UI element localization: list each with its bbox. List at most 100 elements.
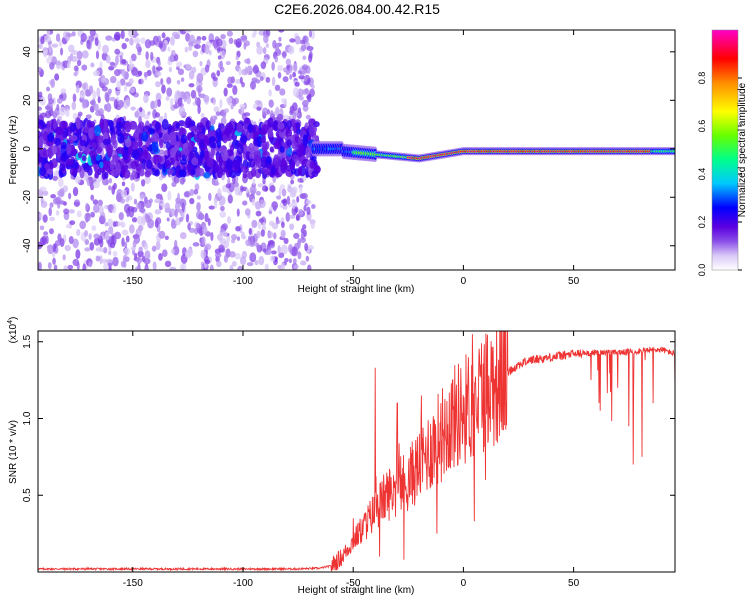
heatmap-cell [170, 49, 176, 57]
heatmap-cell [157, 60, 161, 67]
heatmap-cell [125, 97, 130, 107]
heatmap-cell [75, 117, 81, 130]
heatmap-cell [256, 45, 264, 55]
heatmap-cell [185, 116, 192, 129]
heatmap-cell [70, 134, 78, 142]
heatmap-cell [274, 84, 281, 92]
heatmap-cell [88, 233, 92, 240]
heatmap-cell [193, 189, 199, 195]
heatmap-cell [308, 124, 315, 136]
heatmap-cell [88, 127, 94, 140]
heatmap-cell [156, 99, 162, 107]
heatmap-cell [238, 67, 242, 77]
heatmap-cell [52, 243, 57, 253]
heatmap-cell [236, 208, 240, 217]
heatmap-cell [166, 217, 170, 222]
heatmap-cell [99, 255, 103, 265]
heatmap-cell [201, 225, 208, 235]
heatmap-cell [162, 249, 168, 257]
heatmap-cell [171, 218, 175, 226]
heatmap-cell [58, 39, 63, 47]
heatmap-cell [297, 177, 303, 183]
heatmap-cell [75, 84, 80, 94]
heatmap-cell [200, 113, 205, 119]
heatmap-cell [90, 194, 95, 201]
heatmap-cell [267, 240, 275, 245]
heatmap-cell [217, 55, 222, 60]
heatmap-cell [203, 135, 210, 147]
heatmap-cell [304, 122, 309, 129]
heatmap-cell [220, 149, 229, 161]
heatmap-cell [183, 191, 190, 198]
heatmap-cell [225, 61, 231, 66]
heatmap-cell [122, 149, 129, 160]
heatmap-cell [197, 105, 201, 115]
heatmap-cell [258, 218, 265, 223]
spectrogram-y-ticks: -40 -20 0 20 40 [22, 46, 675, 253]
heatmap-cell [54, 138, 61, 146]
heatmap-cell [95, 110, 103, 117]
heatmap-cell [88, 261, 93, 268]
heatmap-cell [172, 104, 180, 109]
heatmap-cell [38, 138, 44, 148]
heatmap-cell [139, 106, 143, 113]
heatmap-cell [145, 51, 149, 60]
heatmap-cell [295, 121, 301, 130]
heatmap-cell [294, 206, 299, 213]
heatmap-cell [271, 76, 276, 87]
heatmap-cell [220, 205, 225, 212]
heatmap-cell [250, 167, 257, 177]
heatmap-cell [76, 210, 82, 218]
heatmap-cell [104, 104, 108, 112]
heatmap-cell [68, 235, 74, 245]
heatmap-cell [119, 78, 126, 86]
heatmap-cell [142, 149, 149, 160]
colorbar-gradient [711, 29, 739, 271]
heatmap-cell [205, 119, 211, 130]
heatmap-cell [297, 166, 303, 177]
heatmap-cell [113, 31, 121, 41]
heatmap-cell [298, 75, 305, 80]
snr-x-tick-label: 50 [568, 578, 580, 589]
heatmap-cell [52, 257, 56, 265]
heatmap-cell [64, 244, 71, 252]
heatmap-cell [213, 198, 218, 209]
heatmap-cell [63, 265, 68, 270]
heatmap-cell [188, 227, 196, 233]
heatmap-cell [298, 208, 304, 216]
heatmap-cell [143, 93, 149, 104]
heatmap-cell [245, 151, 251, 161]
heatmap-cell [227, 177, 231, 185]
heatmap-cell [165, 95, 170, 101]
heatmap-cell [281, 221, 285, 229]
heatmap-cell [108, 177, 112, 184]
heatmap-cell [255, 242, 260, 248]
heatmap-cell [55, 33, 61, 42]
heatmap-cell [221, 231, 228, 237]
heatmap-cell [257, 183, 263, 188]
heatmap-cell [199, 213, 205, 221]
colorbar-tick-label: 0.8 [697, 72, 707, 85]
heatmap-cell [254, 260, 259, 266]
heatmap-cell [216, 260, 222, 268]
heatmap-cell [223, 87, 228, 97]
heatmap-cell [196, 72, 204, 83]
heatmap-cell [264, 186, 269, 192]
heatmap-cell [98, 215, 105, 225]
heatmap-cell [154, 155, 163, 163]
heatmap-cell [104, 171, 109, 179]
snr-y-tick-label: 0.5 [22, 488, 33, 502]
heatmap-cell [88, 85, 94, 95]
heatmap-cell [41, 235, 47, 246]
colorbar-tick-label: 0.2 [697, 216, 707, 229]
snr-y-axis-label: SNR (10 * v/v) [8, 420, 19, 484]
heatmap-cell [75, 175, 81, 184]
heatmap-cell [185, 213, 190, 223]
heatmap-cell [124, 137, 132, 148]
heatmap-cell [285, 212, 291, 222]
heatmap-cell [92, 90, 97, 100]
heatmap-cell [229, 264, 234, 270]
heatmap-cell [76, 50, 83, 61]
heatmap-cell [114, 231, 122, 240]
heatmap-cell [84, 238, 90, 246]
